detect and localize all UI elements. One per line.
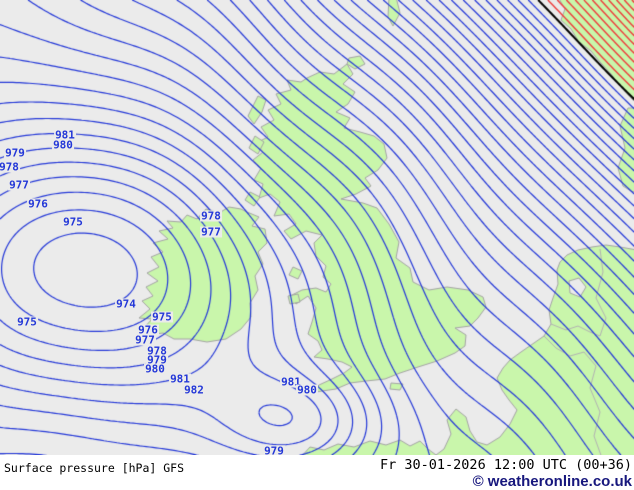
- map-canvas: [0, 0, 634, 455]
- product-title: Surface pressure [hPa] GFS: [4, 461, 185, 475]
- run-datetime: Fr 30-01-2026 12:00 UTC (00+36): [380, 457, 632, 473]
- surface-pressure-map[interactable]: 981 980 979 978 977 976 975 978 977 974 975 975 976 9…: [0, 0, 634, 457]
- copyright-link[interactable]: © weatheronline.co.uk: [472, 473, 632, 490]
- caption-bar: Surface pressure [hPa] GFS Fr 30-01-2026…: [0, 455, 634, 490]
- caption-bar-right: Fr 30-01-2026 12:00 UTC (00+36) © weathe…: [380, 457, 632, 490]
